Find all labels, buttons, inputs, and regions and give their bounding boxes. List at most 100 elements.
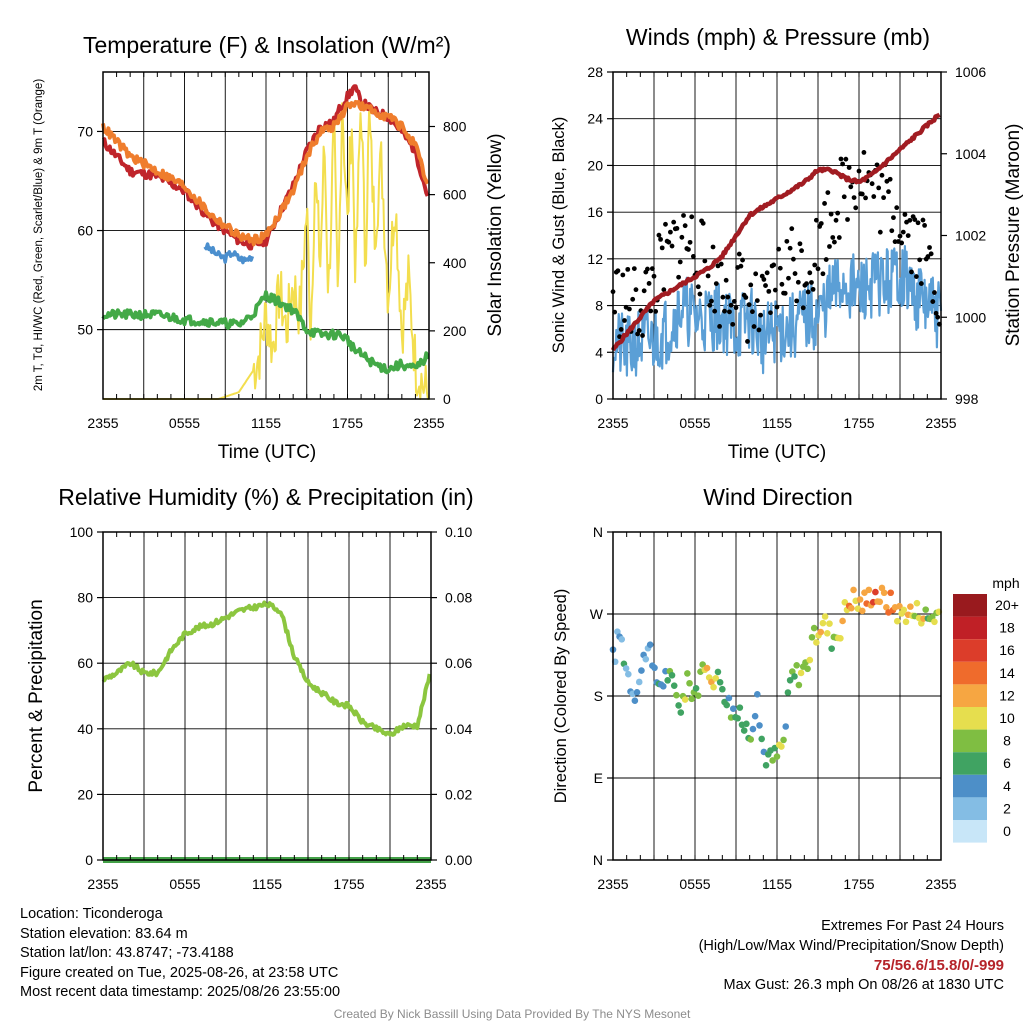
- gust-point: [848, 184, 854, 190]
- wind-direction-point: [681, 696, 689, 703]
- x-tick-label: 1755: [332, 415, 363, 431]
- temperature-ylabel: 2m T, Td, HI/WC (Red, Green, Scarlet/Blu…: [33, 79, 45, 391]
- x-tick-label: 2355: [87, 876, 118, 892]
- gust-point: [661, 287, 667, 293]
- wind-direction-point: [865, 586, 873, 594]
- gust-point: [922, 222, 927, 228]
- gust-point: [879, 172, 885, 178]
- gust-point: [674, 225, 680, 231]
- gust-point: [830, 235, 836, 240]
- wind-direction-point: [747, 736, 755, 743]
- humidity-ylabel: Percent & Precipitation: [26, 599, 47, 792]
- gust-point: [682, 223, 688, 229]
- wind-direction-point: [756, 722, 763, 729]
- colorbar-label: 8: [1003, 733, 1011, 749]
- y-tick-label: 28: [587, 64, 603, 80]
- wind-direction-point: [793, 661, 800, 669]
- wind-direction-point: [858, 607, 866, 615]
- gust-point: [815, 266, 821, 272]
- gust-point: [689, 214, 695, 220]
- gust-point: [902, 212, 908, 217]
- humidity-title: Relative Humidity (%) & Precipitation (i…: [58, 484, 473, 510]
- wind-direction-point: [670, 682, 678, 689]
- gust-point: [918, 281, 924, 286]
- wind-direction-point: [778, 743, 785, 750]
- x-tick-label: 2355: [925, 415, 956, 431]
- colorbar-swatch: [953, 774, 987, 798]
- colorbar-title: mph: [992, 575, 1019, 591]
- wind-direction-point: [758, 735, 765, 743]
- wind-direction-point: [635, 678, 643, 686]
- y-right-tick-label: 400: [443, 255, 467, 271]
- y-right-tick-label: 1002: [955, 228, 986, 244]
- gust-point: [712, 308, 718, 314]
- colorbar-label: 12: [999, 687, 1015, 703]
- gust-point: [835, 210, 841, 216]
- gust-point: [891, 215, 896, 221]
- gust-point: [774, 304, 780, 310]
- gust-point: [636, 328, 642, 333]
- y-right-tick-label: 0.08: [445, 590, 472, 606]
- gust-point: [707, 302, 713, 308]
- gust-point: [779, 281, 785, 287]
- gust-point: [900, 229, 906, 235]
- gust-point: [681, 213, 686, 218]
- x-tick-label: 0555: [679, 876, 710, 892]
- colorbar-swatch: [953, 616, 987, 640]
- colorbar-swatch: [953, 594, 987, 617]
- station-latlon: Station lat/lon: 43.8747; -73.4188: [20, 945, 234, 961]
- insolation-ylabel: Solar Insolation (Yellow): [485, 133, 506, 336]
- extremes-info: Extremes For Past 24 Hours (High/Low/Max…: [699, 917, 1004, 995]
- wind-direction-point: [751, 712, 759, 720]
- wind-direction-point: [922, 606, 929, 613]
- wind-direction-point: [769, 757, 776, 764]
- x-tick-label: 1755: [333, 876, 364, 892]
- wind-direction-point: [791, 673, 798, 680]
- gust-point: [795, 279, 801, 285]
- wind-direction-point: [856, 596, 864, 603]
- wind-direction-point: [762, 761, 770, 769]
- wind-direction-point: [631, 697, 639, 705]
- y-tick-label: 60: [77, 655, 93, 671]
- wind-direction-point: [664, 677, 671, 684]
- wind-direction-point: [675, 702, 682, 709]
- gust-point: [718, 261, 724, 267]
- y-tick-label: 16: [587, 204, 603, 220]
- gust-point: [851, 195, 857, 201]
- gust-point: [630, 296, 636, 302]
- x-tick-label: 1155: [762, 876, 792, 892]
- gust-point: [745, 339, 750, 344]
- gust-point: [843, 156, 849, 162]
- y-right-tick-label: 998: [955, 391, 979, 407]
- credit-line: Created By Nick Bassill Using Data Provi…: [333, 1007, 691, 1021]
- station-location: Location: Ticonderoga: [20, 906, 163, 922]
- wind-direction-point: [780, 736, 787, 744]
- wind-direction-point: [823, 629, 831, 637]
- x-tick-label: 0555: [169, 415, 200, 431]
- y-tick-label: 0: [595, 391, 603, 407]
- colorbar-swatch: [953, 752, 987, 775]
- gust-point: [881, 195, 886, 201]
- series-td: [101, 290, 430, 375]
- wind-direction-point: [710, 683, 717, 691]
- wind-direction-point: [688, 695, 696, 703]
- station-info: Location: Ticonderoga Station elevation:…: [20, 905, 340, 1003]
- gust-point: [648, 308, 654, 314]
- x-tick-label: 1155: [251, 415, 281, 431]
- wind-direction-point: [736, 704, 744, 711]
- y-tick-label: 60: [77, 223, 93, 239]
- gust-point: [728, 302, 734, 308]
- x-tick-label: 0555: [169, 876, 200, 892]
- colorbar-label: 18: [999, 620, 1015, 636]
- y-right-tick-label: 0.06: [445, 655, 472, 671]
- gust-point: [838, 156, 844, 162]
- gust-point: [889, 228, 895, 234]
- wind-direction-point: [673, 691, 680, 699]
- gust-point: [786, 275, 791, 281]
- wind-direction-point: [913, 599, 921, 607]
- gust-point: [740, 257, 745, 263]
- gust-point: [768, 310, 773, 316]
- x-tick-label: 2355: [415, 876, 446, 892]
- gust-point: [766, 288, 772, 294]
- y-tick-label: 8: [595, 298, 603, 314]
